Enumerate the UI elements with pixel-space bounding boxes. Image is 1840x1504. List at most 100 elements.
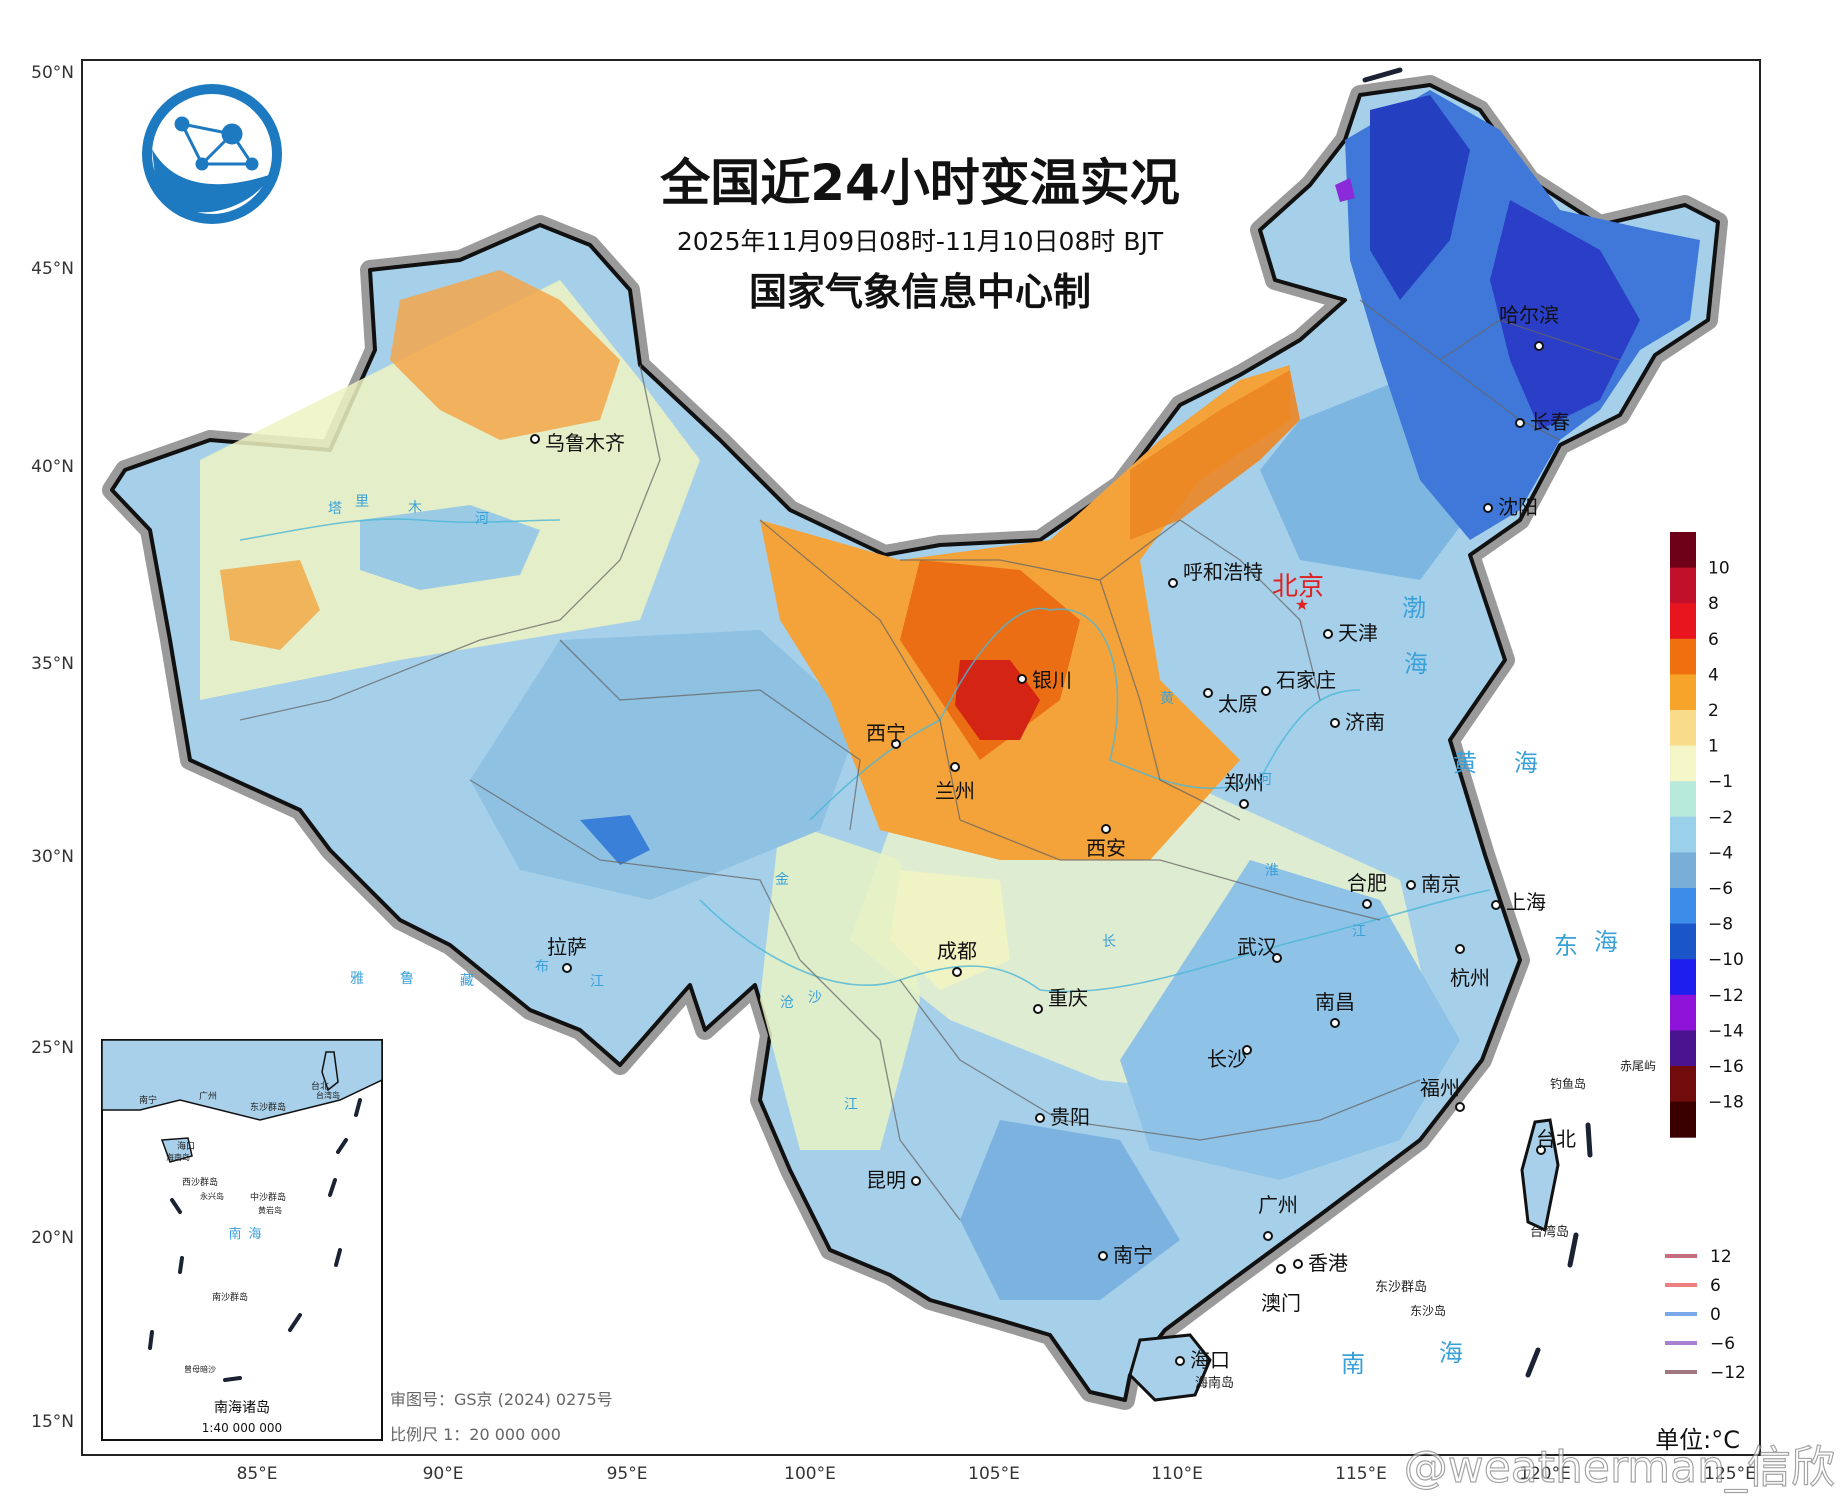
city-marker: 海口: [1175, 1348, 1230, 1372]
city-dot-icon: [1483, 503, 1493, 513]
city-dot-icon: [950, 762, 960, 772]
city-label: 济南: [1345, 710, 1385, 734]
field-southeast-blue: [1120, 860, 1460, 1180]
city-dot-icon: [1536, 1145, 1546, 1155]
legend-tick-label: −12: [1708, 986, 1744, 1006]
legend-tick-label: −18: [1708, 1093, 1744, 1113]
legend-tick-label: 8: [1708, 594, 1719, 614]
legend-swatch: [1670, 852, 1696, 889]
city-marker: 沈阳: [1483, 495, 1538, 519]
boundary-south: [899, 979, 1421, 1141]
city-marker: 香港: [1293, 1251, 1348, 1275]
city-dot-icon: [1035, 1113, 1045, 1123]
city-marker: 南昌: [1315, 990, 1355, 1028]
inset-label: 南: [228, 1226, 241, 1242]
river-label: 黄: [1160, 690, 1174, 707]
lon-label: 120°E: [1519, 1464, 1571, 1484]
temperature-fields: [200, 90, 1700, 1300]
legend-tick-label: 4: [1708, 665, 1719, 685]
isoline-legend: 12 6 0 −6 −12: [1665, 1247, 1746, 1383]
inset-taiwan: [321, 1051, 339, 1092]
inset-scale: 1:40 000 000: [202, 1421, 282, 1435]
boundary-hebei: [1179, 519, 1321, 701]
river-label: 塔: [328, 501, 342, 517]
boundary-neimeng: [900, 519, 1181, 581]
lon-label: 95°E: [607, 1464, 648, 1484]
place-label: 海南岛: [1195, 1375, 1234, 1391]
legend-swatch: [1670, 532, 1696, 569]
inset-label: 永兴岛: [200, 1191, 224, 1201]
map-producer: 国家气象信息中心制: [749, 270, 1091, 314]
legend-tick-label: −14: [1708, 1021, 1744, 1041]
city-label: 南宁: [1113, 1243, 1153, 1267]
field-tibet-deep: [580, 815, 650, 865]
capital-star-icon: ★: [1295, 595, 1309, 614]
city-marker: 南宁: [1098, 1243, 1153, 1267]
city-dot-icon: [1330, 718, 1340, 728]
city-marker: ★北京: [1272, 572, 1324, 614]
lon-label: 115°E: [1335, 1464, 1387, 1484]
city-marker: 福州: [1420, 1076, 1465, 1112]
lon-label: 110°E: [1151, 1464, 1203, 1484]
city-label: 重庆: [1048, 986, 1088, 1010]
inset-label: 广州: [199, 1090, 217, 1102]
lat-label: 15°N: [31, 1412, 74, 1432]
city-dot-icon: [1276, 1264, 1286, 1274]
boundary-northeast: [1359, 299, 1561, 441]
field-northeast-deep: [1370, 95, 1470, 300]
isoline-label: 6: [1710, 1276, 1721, 1296]
legend-swatch: [1670, 638, 1696, 675]
city-dot-icon: [911, 1176, 921, 1186]
unit-label: 单位:°C: [1655, 1426, 1740, 1454]
longitude-axis: 85°E 90°E 95°E 100°E 105°E 110°E 115°E 1…: [237, 1464, 1756, 1484]
river-label: 淮: [1265, 863, 1279, 879]
city-marker: 呼和浩特: [1168, 560, 1263, 588]
field-tarim-blue: [360, 505, 540, 590]
city-marker: 武汉: [1237, 935, 1282, 963]
inset-label: 海: [248, 1227, 261, 1242]
place-label: 钓鱼岛: [1550, 1076, 1586, 1091]
legend-tick-label: 6: [1708, 630, 1719, 650]
river-label: 江: [844, 1097, 858, 1113]
river-label: 沧: [780, 994, 794, 1011]
lat-label: 50°N: [31, 63, 74, 83]
color-legend: 10 8 6 4 2 1 −1 −2 −4 −6 −8 −10 −12 −14 −16 −18: [1670, 532, 1744, 1138]
lon-label: 100°E: [784, 1464, 836, 1484]
legend-swatch: [1670, 745, 1696, 782]
city-label: 沈阳: [1498, 495, 1538, 519]
city-dot-icon: [1033, 1004, 1043, 1014]
city-label: 香港: [1308, 1251, 1348, 1275]
city-label: 乌鲁木齐: [545, 431, 625, 455]
city-label: 海口: [1190, 1348, 1230, 1372]
place-label: 东: [1554, 932, 1578, 960]
city-dot-icon: [952, 967, 962, 977]
city-label: 南京: [1421, 872, 1461, 896]
place-label: 赤尾屿: [1620, 1059, 1656, 1073]
river-label: 沙: [808, 990, 822, 1006]
city-label: 武汉: [1237, 935, 1277, 959]
yangtze-river: [699, 889, 1491, 993]
city-dot-icon: [1323, 629, 1333, 639]
place-label: 台湾岛: [1530, 1224, 1569, 1240]
river-label: 里: [355, 494, 369, 510]
city-label: 石家庄: [1276, 668, 1336, 692]
legend-swatch: [1670, 1101, 1696, 1138]
city-label: 天津: [1338, 621, 1378, 645]
place-label: 南: [1341, 1350, 1365, 1378]
city-marker: 西安: [1086, 824, 1126, 860]
city-marker: 拉萨: [547, 935, 587, 973]
boundary-gansu: [759, 519, 961, 821]
inset-label: 曾母暗沙: [184, 1364, 216, 1374]
city-dot-icon: [1293, 1259, 1303, 1269]
city-marker: 兰州: [935, 762, 975, 803]
legend-swatch: [1670, 781, 1696, 818]
city-label: 太原: [1218, 692, 1258, 716]
boundary-dash: [1585, 1122, 1593, 1158]
legend-tick-label: 2: [1708, 701, 1719, 721]
inset-label: 海口: [177, 1140, 195, 1152]
city-dot-icon: [1455, 944, 1465, 954]
